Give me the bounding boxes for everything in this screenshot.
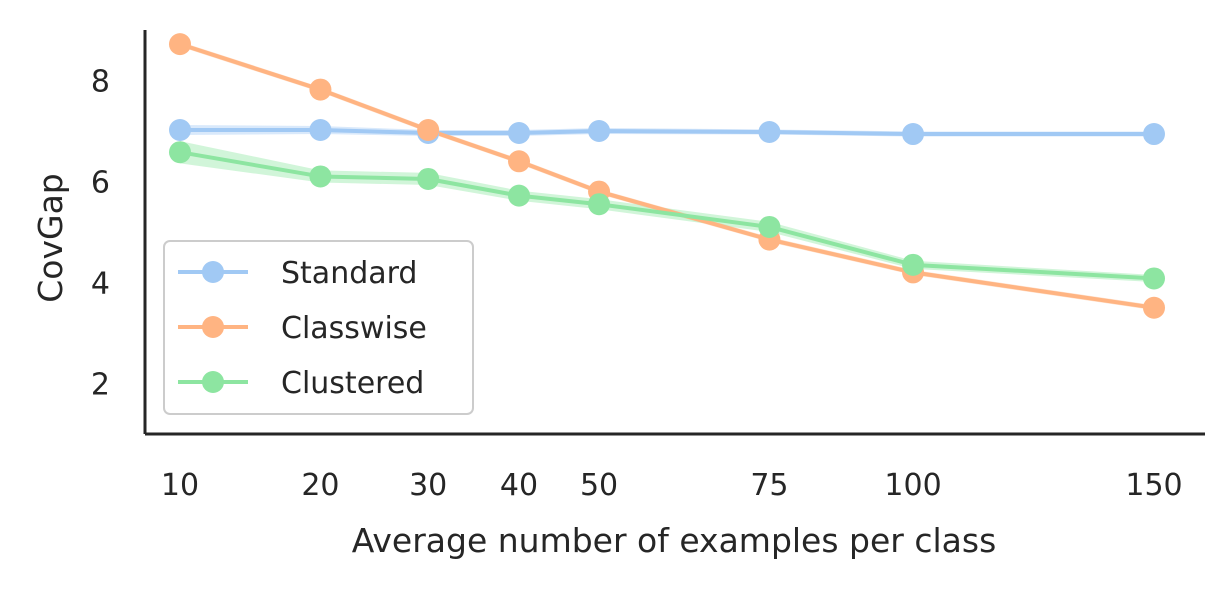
legend-label: Standard xyxy=(281,256,417,291)
legend-swatch-marker xyxy=(202,316,224,338)
clustered-point xyxy=(1143,267,1165,290)
standard-point xyxy=(169,118,191,141)
series-markers xyxy=(169,33,1165,319)
x-axis-label: Average number of examples per class xyxy=(352,521,997,560)
x-tick-label: 10 xyxy=(161,468,199,503)
legend-swatch-marker xyxy=(202,261,224,283)
x-tick-labels: 10 20 30 40 50 75 100 150 xyxy=(161,468,1183,503)
classwise-point xyxy=(417,118,440,141)
legend-item-clustered: Clustered xyxy=(178,366,424,401)
classwise-point xyxy=(309,78,332,101)
standard-line xyxy=(180,127,1154,137)
classwise-point xyxy=(169,33,191,56)
series-lines xyxy=(179,42,1155,310)
x-tick-label: 40 xyxy=(500,468,538,503)
standard-point xyxy=(902,123,925,146)
clustered-line xyxy=(179,150,1155,281)
legend: Standard Classwise Clustered xyxy=(163,240,474,415)
x-tick-label: 20 xyxy=(301,468,339,503)
classwise-point xyxy=(508,150,531,173)
legend-swatch-marker xyxy=(202,371,224,393)
clustered-point xyxy=(417,167,440,190)
classwise-point xyxy=(1143,296,1165,319)
y-tick-label: 6 xyxy=(91,166,110,201)
clustered-point xyxy=(902,253,925,276)
y-axis-label: CovGap xyxy=(31,173,70,303)
clustered-point xyxy=(588,193,611,216)
clustered-point xyxy=(508,184,531,207)
standard-point xyxy=(309,118,332,141)
x-tick-label: 150 xyxy=(1125,468,1182,503)
standard-point xyxy=(588,120,611,142)
x-tick-label: 50 xyxy=(580,468,618,503)
clustered-point xyxy=(309,165,332,188)
legend-item-classwise: Classwise xyxy=(178,311,427,346)
y-tick-label: 2 xyxy=(91,368,110,403)
y-tick-label: 4 xyxy=(91,267,110,302)
classwise-line xyxy=(179,42,1155,310)
clustered-point xyxy=(758,215,781,238)
legend-label: Classwise xyxy=(281,311,427,346)
legend-frame xyxy=(163,240,474,415)
y-tick-label: 8 xyxy=(91,65,110,100)
y-tick-labels: 2 4 6 8 xyxy=(91,65,110,403)
standard-point xyxy=(758,121,781,144)
x-tick-label: 100 xyxy=(884,468,941,503)
x-tick-label: 30 xyxy=(409,468,447,503)
x-tick-label: 75 xyxy=(750,468,788,503)
standard-point xyxy=(508,122,531,145)
legend-label: Clustered xyxy=(281,366,424,401)
standard-point xyxy=(1143,123,1165,146)
clustered-point xyxy=(169,141,191,164)
legend-item-standard: Standard xyxy=(178,256,417,291)
